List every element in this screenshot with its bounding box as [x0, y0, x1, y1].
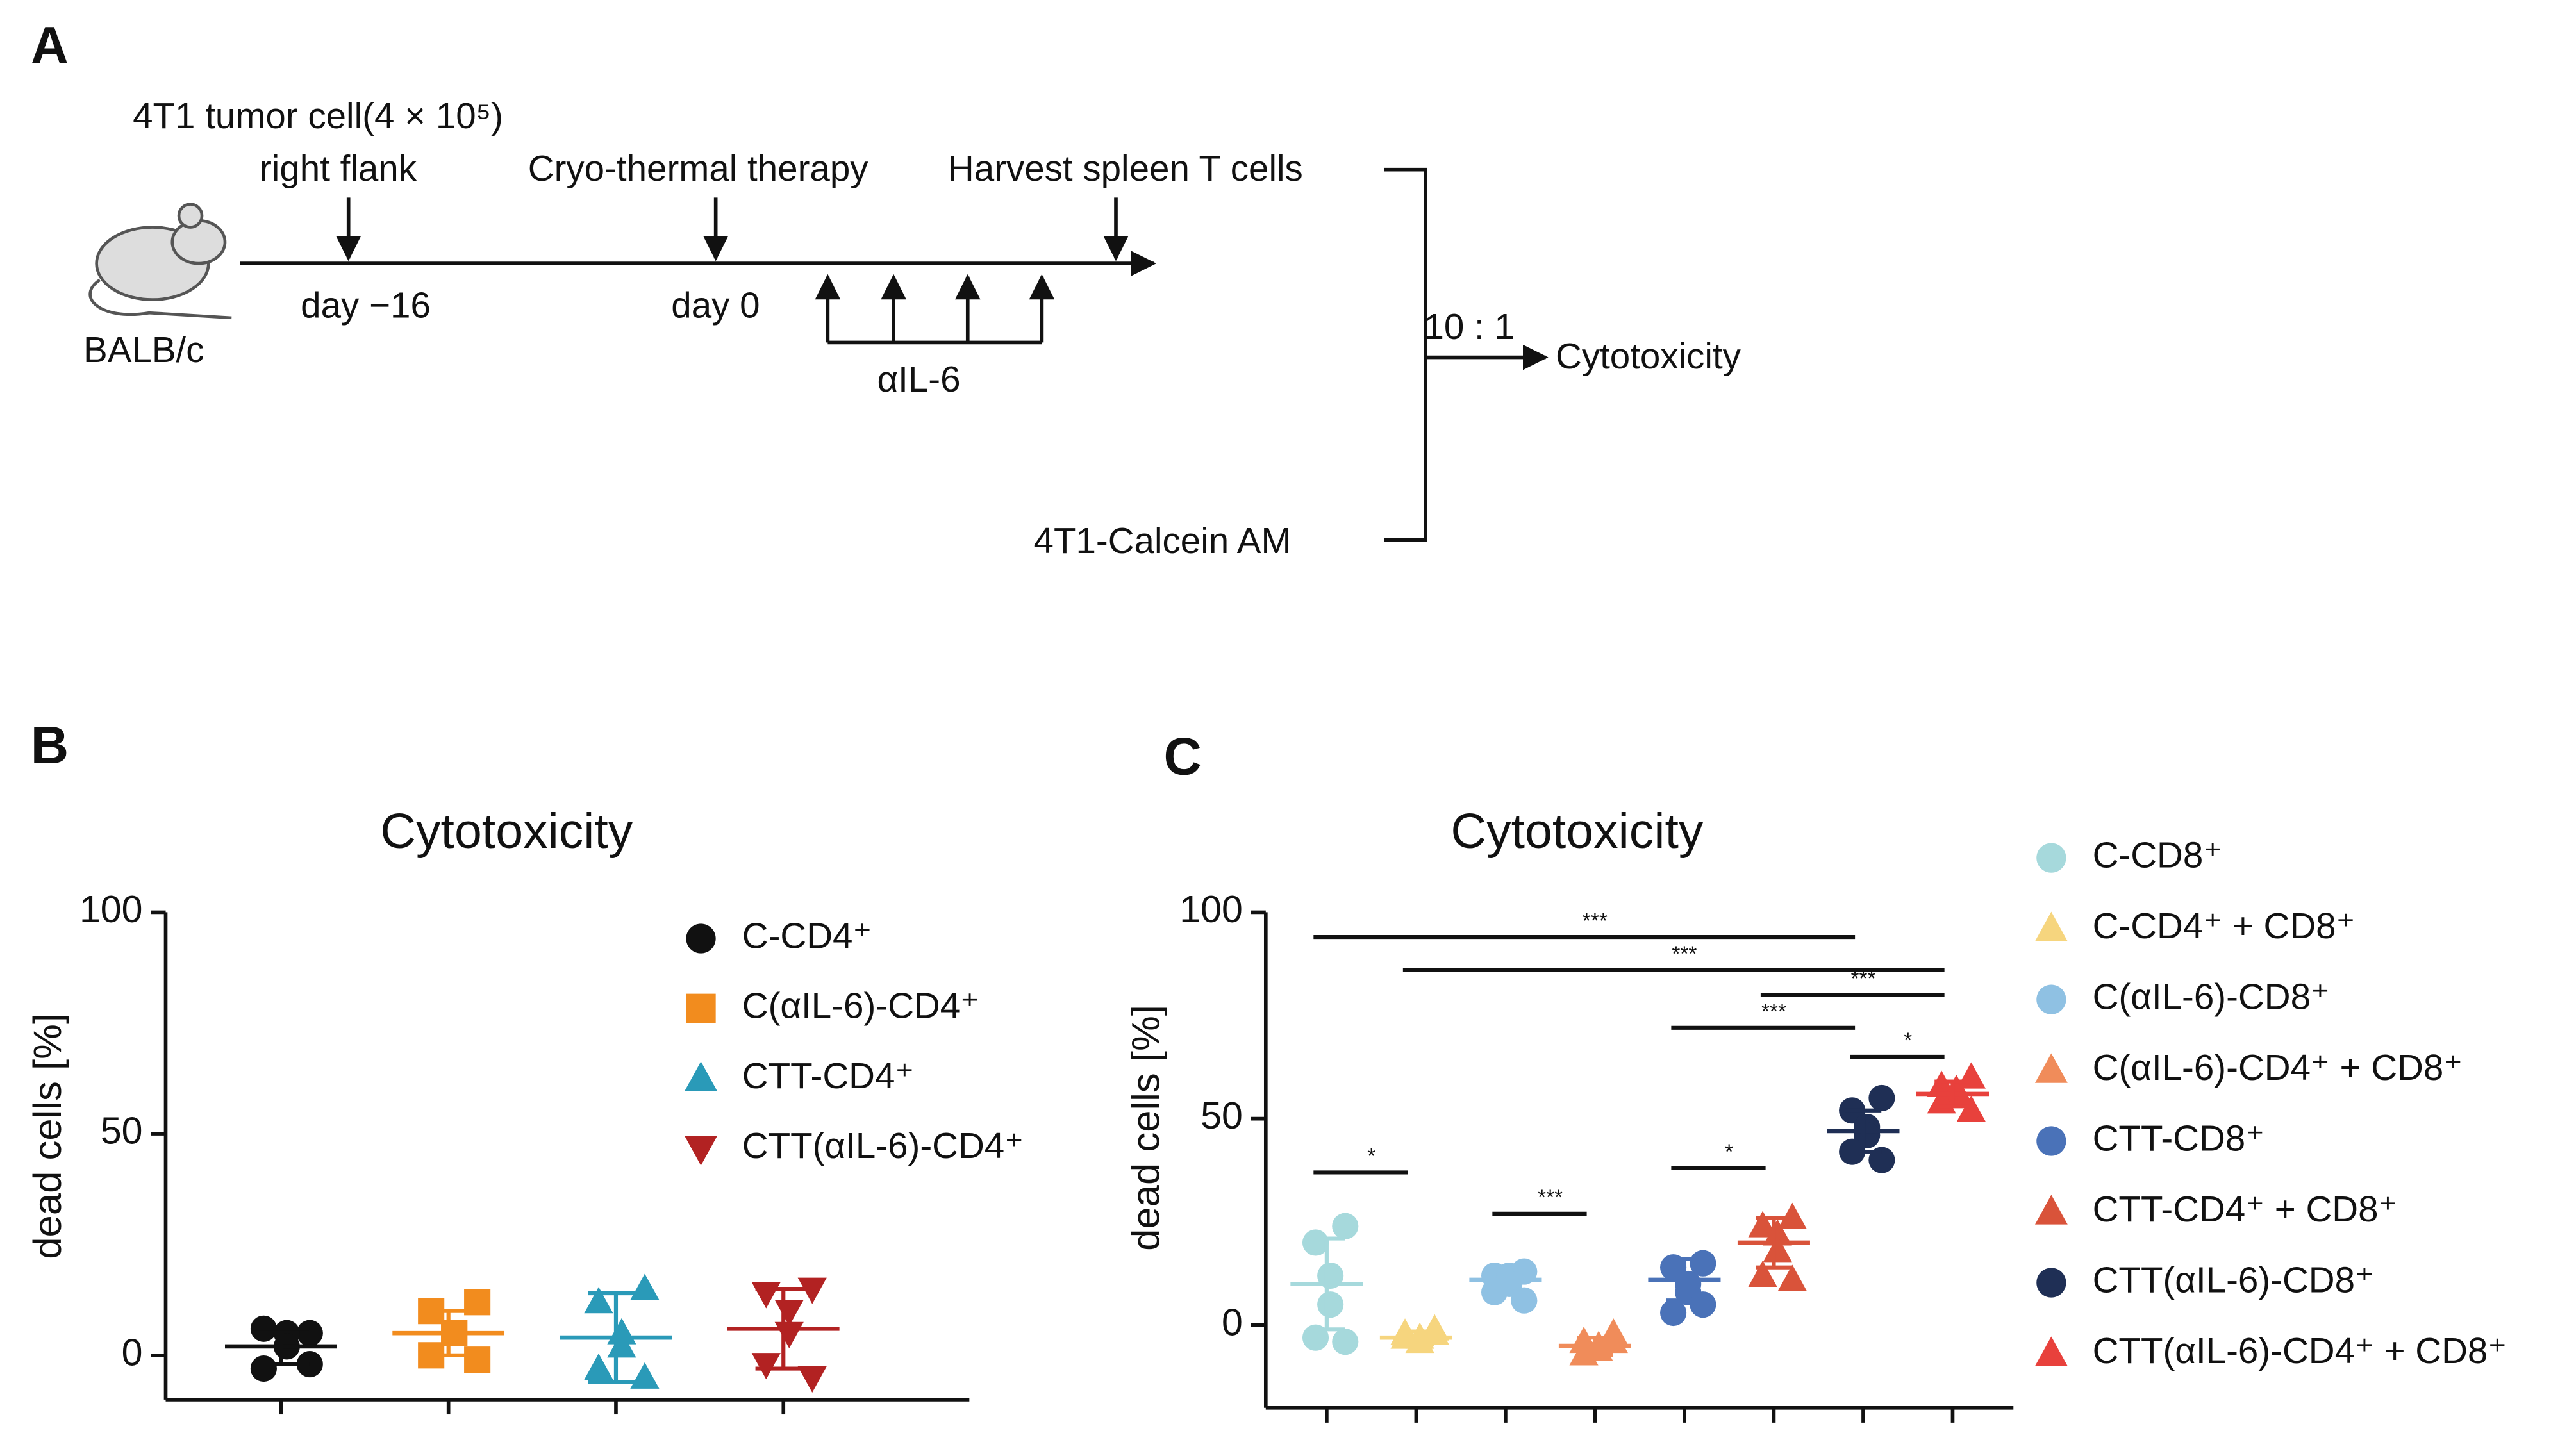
data-point — [751, 1353, 781, 1380]
significance-label: * — [1367, 1145, 1375, 1168]
data-point — [464, 1346, 491, 1373]
mouse-label: BALB/c — [83, 329, 204, 370]
legend-marker — [685, 1136, 717, 1166]
data-point — [774, 1321, 804, 1348]
legend-label: CTT-CD8⁺ — [2093, 1118, 2264, 1158]
y-tick-label: 0 — [1222, 1301, 1243, 1343]
legend-marker — [2034, 1336, 2068, 1366]
y-tick-label: 100 — [1179, 888, 1243, 931]
data-point — [1302, 1229, 1329, 1256]
target: 4T1-Calcein AM — [1034, 520, 1292, 561]
legend-label: C(αIL-6)-CD4⁺ — [742, 986, 979, 1026]
legend-marker — [2036, 984, 2066, 1014]
data-point — [250, 1355, 277, 1382]
legend-label: CTT(αIL-6)-CD4⁺ — [742, 1125, 1024, 1166]
data-point — [584, 1287, 613, 1314]
data-point — [1777, 1264, 1807, 1291]
legend-marker — [2034, 1195, 2068, 1225]
assay: Cytotoxicity — [1556, 336, 1741, 376]
data-point — [464, 1289, 491, 1316]
day-start: day −16 — [301, 285, 431, 325]
data-point — [1332, 1213, 1359, 1239]
data-point — [1690, 1250, 1716, 1277]
data-point — [1956, 1095, 1986, 1122]
data-point — [296, 1320, 323, 1346]
significance-label: * — [1904, 1029, 1912, 1053]
legend-label: C(αIL-6)-CD8⁺ — [2093, 977, 2330, 1017]
y-tick-label: 100 — [79, 888, 143, 931]
data-point — [751, 1282, 781, 1309]
panel-label: B — [31, 716, 69, 775]
legend-label: C-CD8⁺ — [2093, 835, 2223, 875]
legend-label: CTT(αIL-6)-CD8⁺ — [2093, 1259, 2374, 1300]
data-point — [1660, 1299, 1687, 1327]
panel-label: C — [1164, 728, 1202, 786]
y-tick-label: 50 — [1201, 1095, 1243, 1137]
legend-marker — [685, 1061, 717, 1091]
data-point — [1690, 1291, 1716, 1318]
significance-label: * — [1725, 1141, 1733, 1164]
y-axis-label: dead cells [%] — [1124, 1005, 1168, 1251]
y-tick-label: 50 — [101, 1110, 143, 1152]
data-point — [630, 1362, 660, 1389]
legend-label: CTT-CD4⁺ — [742, 1056, 914, 1096]
data-point — [1763, 1219, 1792, 1246]
data-point — [584, 1353, 613, 1380]
antibody: αIL-6 — [877, 359, 960, 399]
data-point — [1777, 1202, 1807, 1229]
legend-marker — [2034, 1053, 2068, 1083]
data-point — [630, 1273, 660, 1300]
data-point — [797, 1277, 827, 1304]
legend-marker — [2036, 1268, 2066, 1298]
significance-label: *** — [1761, 1000, 1786, 1024]
ratio: 10 : 1 — [1424, 306, 1514, 347]
legend-label: CTT(αIL-6)-CD4⁺ + CD8⁺ — [2093, 1330, 2507, 1371]
chart-title: Cytotoxicity — [380, 804, 633, 859]
harvest: Harvest spleen T cells — [948, 148, 1303, 188]
bracket — [1384, 167, 1427, 542]
data-point — [607, 1331, 636, 1358]
data-point — [797, 1366, 827, 1393]
data-point — [1748, 1211, 1777, 1238]
data-point — [1748, 1260, 1777, 1288]
panel-label: A — [31, 17, 69, 75]
significance-label: *** — [1538, 1186, 1563, 1210]
significance-label: *** — [1672, 942, 1697, 966]
significance-label: *** — [1850, 967, 1875, 991]
legend-marker — [2036, 843, 2066, 873]
y-axis-label: dead cells [%] — [26, 1013, 70, 1259]
significance-label: *** — [1583, 909, 1608, 933]
legend-marker — [2034, 911, 2068, 941]
legend-label: C-CD4⁺ — [742, 915, 872, 956]
legend-label: CTT-CD4⁺ + CD8⁺ — [2093, 1189, 2398, 1229]
chart-title: Cytotoxicity — [1450, 804, 1703, 859]
day-zero: day 0 — [671, 285, 760, 325]
cell-line: 4T1 tumor cell(4 × 10⁵) — [133, 95, 503, 136]
legend-label: C-CD4⁺ + CD8⁺ — [2093, 906, 2356, 946]
site: right flank — [260, 148, 417, 188]
data-point — [1763, 1236, 1792, 1263]
data-point — [1332, 1329, 1359, 1355]
legend-label: C(αIL-6)-CD4⁺ + CD8⁺ — [2093, 1047, 2463, 1088]
mouse-icon — [88, 203, 232, 320]
legend-marker — [686, 993, 716, 1023]
legend-marker — [2036, 1126, 2066, 1156]
data-point — [296, 1351, 323, 1378]
diagram: A 4T1 tumor cell(4 × 10⁵) right flank Cr… — [31, 17, 1741, 561]
legend-marker — [686, 923, 716, 954]
y-tick-label: 0 — [122, 1331, 143, 1373]
data-point — [1868, 1084, 1895, 1111]
data-point — [1317, 1291, 1344, 1318]
therapy: Cryo-thermal therapy — [528, 148, 869, 188]
